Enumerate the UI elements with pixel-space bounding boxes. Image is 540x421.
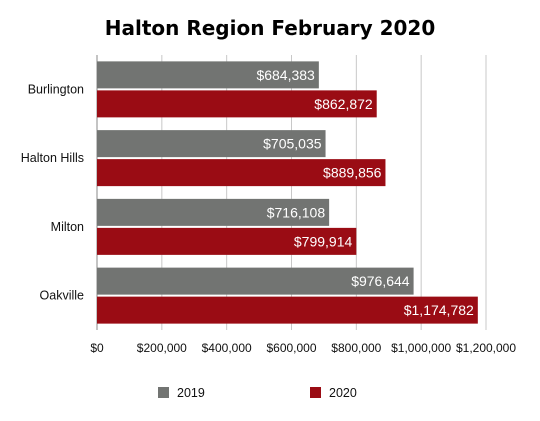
- data-label: $1,174,782: [404, 302, 474, 318]
- bar: [97, 159, 386, 187]
- x-tick-label: $0: [90, 341, 104, 355]
- bar: [97, 296, 478, 324]
- category-label: Oakville: [40, 289, 85, 303]
- bar: [97, 227, 357, 255]
- bar: [97, 130, 326, 158]
- legend-swatch: [158, 387, 169, 398]
- x-tick-label: $800,000: [331, 341, 381, 355]
- data-label: $976,644: [351, 273, 410, 289]
- data-label: $889,856: [323, 165, 382, 181]
- data-label: $862,872: [314, 96, 373, 112]
- category-label: Milton: [51, 220, 84, 234]
- data-label: $799,914: [294, 233, 353, 249]
- data-label: $684,383: [256, 67, 315, 83]
- bar: [97, 267, 414, 295]
- legend-swatch: [310, 387, 321, 398]
- x-tick-label: $1,000,000: [391, 341, 451, 355]
- data-label: $716,108: [267, 204, 326, 220]
- bar: [97, 90, 377, 118]
- category-label: Burlington: [28, 82, 84, 96]
- x-tick-label: $400,000: [202, 341, 252, 355]
- category-label: Halton Hills: [21, 151, 84, 165]
- bar: [97, 198, 330, 226]
- x-tick-label: $200,000: [137, 341, 187, 355]
- chart-title: Halton Region February 2020: [104, 16, 436, 40]
- x-tick-label: $1,200,000: [456, 341, 516, 355]
- legend-label: 2020: [329, 386, 357, 400]
- x-tick-label: $600,000: [266, 341, 316, 355]
- legend-label: 2019: [177, 386, 205, 400]
- data-label: $705,035: [263, 136, 322, 152]
- bar: [97, 61, 319, 89]
